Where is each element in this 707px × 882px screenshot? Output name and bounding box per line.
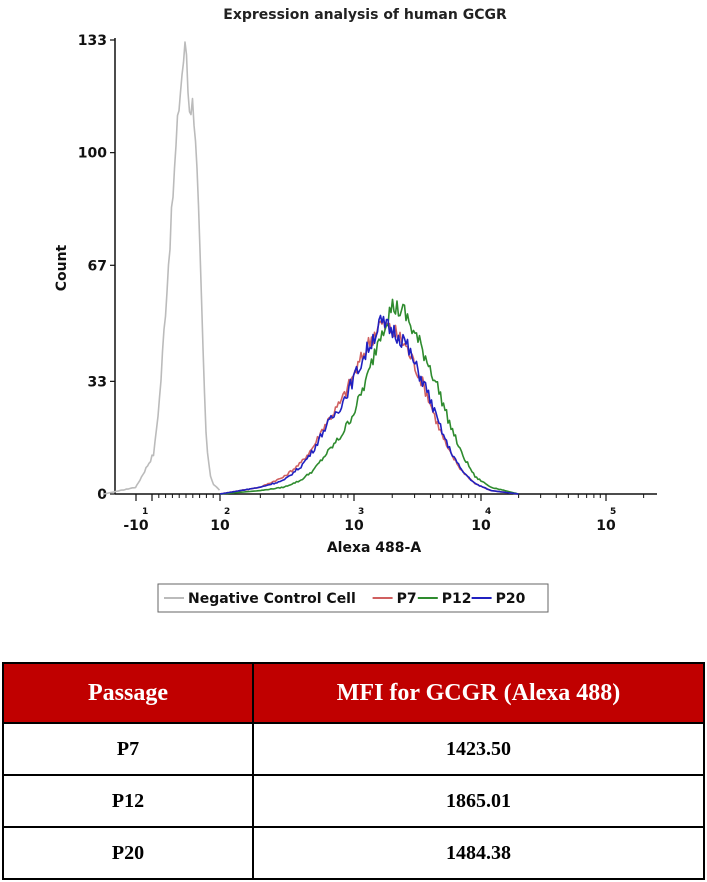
y-tick-label: 133: [78, 33, 107, 49]
y-tick-label: 100: [78, 146, 107, 162]
x-tick-exponent: 4: [485, 507, 491, 517]
mfi-cell: 1865.01: [252, 774, 705, 828]
legend-entry: Negative Control Cell: [188, 591, 356, 607]
x-tick-label: 10: [471, 518, 491, 534]
series-line-p7: [219, 317, 519, 495]
x-tick-label: 10: [344, 518, 364, 534]
header-passage: Passage: [2, 662, 254, 724]
series-line-p20: [219, 314, 519, 495]
x-tick-label: -10: [123, 518, 149, 534]
y-tick-label: 33: [88, 374, 107, 390]
x-tick-exponent: 3: [358, 507, 364, 517]
passage-cell: P12: [2, 774, 254, 828]
header-mfi: MFI for GCGR (Alexa 488): [252, 662, 705, 724]
flow-histogram-chart: Expression analysis of human GCGR 0 33 67 1…: [54, 7, 657, 613]
x-axis-label: Alexa 488-A: [327, 540, 422, 556]
table-row: P7 1423.50: [2, 722, 705, 776]
y-tick-label: 67: [88, 258, 107, 274]
mfi-cell: 1484.38: [252, 826, 705, 880]
legend-entry: P12: [442, 591, 472, 607]
x-tick-label: 10: [596, 518, 616, 534]
table-row: P12 1865.01: [2, 774, 705, 828]
table-header-row: Passage MFI for GCGR (Alexa 488): [2, 662, 705, 724]
chart-title: Expression analysis of human GCGR: [223, 7, 507, 23]
passage-cell: P7: [2, 722, 254, 776]
x-tick-exponent: 2: [224, 507, 230, 517]
x-tick-exponent: 1: [142, 507, 148, 517]
mfi-table: Passage MFI for GCGR (Alexa 488) P7 1423…: [2, 662, 705, 880]
y-axis-label: Count: [54, 244, 70, 291]
x-tick-exponent: 5: [610, 507, 616, 517]
legend-entry: P20: [496, 591, 526, 607]
x-tick-label: 10: [210, 518, 230, 534]
legend: Negative Control Cell P7 P12 P20: [157, 583, 549, 613]
mfi-cell: 1423.50: [252, 722, 705, 776]
table-row: P20 1484.38: [2, 826, 705, 880]
series-line-negative-control-cell: [103, 41, 221, 495]
legend-entry: P7: [397, 591, 417, 607]
series-line-p12: [219, 298, 519, 495]
passage-cell: P20: [2, 826, 254, 880]
y-tick-label: 0: [97, 487, 107, 503]
